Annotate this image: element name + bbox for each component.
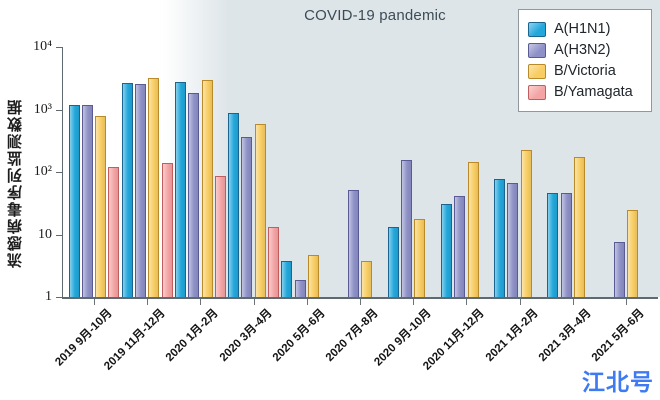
- bar-a-h1n1-: [68, 104, 80, 297]
- y-tick-mark: [56, 109, 62, 111]
- bar-b-victoria: [254, 123, 266, 297]
- legend-label: A(H1N1): [554, 21, 611, 37]
- bar-b-yamagata: [267, 227, 279, 297]
- bar-a-h3n2-: [294, 279, 306, 297]
- legend-swatch-icon: [528, 85, 546, 100]
- bar-a-h1n1-: [441, 203, 453, 297]
- legend-item: A(H3N2): [528, 41, 642, 60]
- x-axis-line: [62, 297, 658, 299]
- y-tick-mark: [56, 297, 62, 298]
- y-tick-mark: [56, 234, 62, 236]
- bar-a-h1n1-: [121, 82, 133, 297]
- bar-b-victoria: [467, 161, 479, 297]
- bar-b-victoria: [95, 115, 107, 297]
- y-tick-label: 10⁴: [33, 39, 52, 54]
- bar-b-victoria: [201, 79, 213, 297]
- bar-b-yamagata: [108, 167, 120, 297]
- legend-item: A(H1N1): [528, 20, 642, 39]
- bar-a-h3n2-: [241, 137, 253, 297]
- bar-a-h1n1-: [387, 227, 399, 297]
- y-tick-label: 10: [38, 226, 52, 242]
- bar-b-yamagata: [161, 162, 173, 297]
- bar-b-yamagata: [214, 176, 226, 297]
- bar-a-h3n2-: [81, 104, 93, 297]
- y-axis-line: [62, 47, 63, 297]
- x-tick-mark: [519, 299, 521, 305]
- legend-label: A(H3N2): [554, 42, 611, 58]
- bar-a-h3n2-: [188, 92, 200, 297]
- bar-a-h3n2-: [454, 195, 466, 297]
- legend-label: B/Yamagata: [554, 84, 633, 100]
- bar-a-h3n2-: [401, 160, 413, 297]
- bar-a-h1n1-: [281, 260, 293, 297]
- x-tick-mark: [306, 299, 308, 305]
- bar-a-h3n2-: [613, 242, 625, 297]
- bar-b-victoria: [573, 156, 585, 297]
- x-tick-mark: [94, 299, 95, 305]
- bar-a-h3n2-: [347, 189, 359, 297]
- bar-a-h1n1-: [547, 193, 559, 297]
- legend-item: B/Victoria: [528, 62, 642, 81]
- bar-a-h1n1-: [228, 112, 240, 297]
- x-tick-mark: [200, 299, 202, 305]
- legend-item: B/Yamagata: [528, 83, 642, 102]
- watermark-text: 江北号: [582, 369, 654, 395]
- y-tick-label: 10²: [33, 164, 52, 179]
- legend-box: A(H1N1) A(H3N2) B/Victoria B/Yamagata: [518, 9, 652, 112]
- chart-title: COVID-19 pandemic: [304, 7, 446, 24]
- bar-b-victoria: [414, 218, 426, 297]
- bar-a-h1n1-: [175, 81, 187, 297]
- x-tick-mark: [147, 299, 149, 305]
- legend-label: B/Victoria: [554, 63, 616, 79]
- legend-swatch-icon: [528, 43, 546, 58]
- bar-b-victoria: [307, 254, 319, 297]
- x-tick-mark: [466, 299, 468, 305]
- bar-b-victoria: [148, 77, 160, 297]
- bar-a-h3n2-: [560, 193, 572, 297]
- y-tick-label: 1: [45, 289, 52, 304]
- x-tick-mark: [626, 299, 627, 305]
- legend-swatch-icon: [528, 64, 546, 79]
- x-tick-mark: [253, 299, 255, 305]
- y-tick-label: 10³: [33, 101, 52, 117]
- bar-b-victoria: [627, 209, 639, 297]
- y-tick-mark: [56, 47, 62, 48]
- x-tick-mark: [360, 299, 361, 305]
- x-tick-mark: [572, 299, 574, 305]
- x-tick-mark: [413, 299, 415, 305]
- bar-b-victoria: [520, 149, 532, 297]
- y-tick-mark: [56, 172, 62, 173]
- legend-swatch-icon: [528, 22, 546, 37]
- bar-a-h3n2-: [135, 83, 147, 297]
- bar-a-h1n1-: [494, 178, 506, 297]
- bar-a-h3n2-: [507, 183, 519, 297]
- bar-b-victoria: [361, 260, 373, 297]
